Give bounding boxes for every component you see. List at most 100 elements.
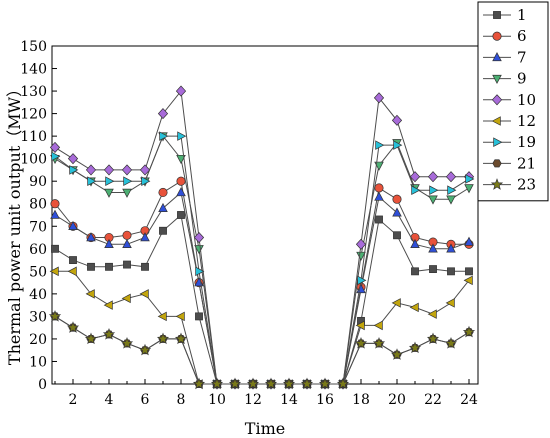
data-point-7 (392, 207, 402, 217)
data-point-6 (176, 176, 186, 186)
data-point-10 (85, 164, 97, 176)
data-point-7 (68, 220, 78, 230)
data-point-23 (354, 336, 368, 349)
data-point-23 (390, 348, 404, 360)
x-tick-label: 14 (280, 392, 298, 408)
y-tick-label: 0 (38, 377, 47, 393)
data-point-7 (446, 243, 456, 253)
y-tick-label: 150 (20, 39, 47, 55)
data-point-7 (104, 238, 114, 249)
data-point-12 (409, 302, 419, 313)
data-point-19 (393, 140, 403, 150)
data-point-7 (176, 187, 186, 197)
data-point-7 (86, 232, 96, 242)
legend-item-1: 1 (483, 6, 527, 24)
legend-item-10: 10 (483, 91, 536, 109)
series-line-21 (54, 315, 470, 385)
data-point-23 (192, 377, 206, 390)
legend-label: 7 (517, 48, 527, 66)
x-axis-title: Time (245, 419, 285, 438)
legend: 1 6 7 9 10 12 19 21 23 (477, 1, 549, 202)
series-line-6 (54, 180, 469, 385)
legend-marker (490, 178, 504, 190)
series-12 (49, 266, 473, 389)
data-point-23 (318, 377, 332, 390)
legend-item-23: 23 (483, 176, 536, 194)
data-point-10 (103, 164, 115, 176)
data-point-1 (375, 215, 383, 224)
series-1 (51, 211, 473, 388)
legend-item-9: 9 (483, 70, 527, 88)
series-line-23 (54, 315, 470, 385)
data-point-10 (355, 238, 367, 250)
data-point-6 (392, 194, 402, 204)
data-point-19 (105, 176, 115, 186)
data-point-6 (50, 199, 60, 209)
data-point-19 (123, 176, 133, 186)
data-point-10 (139, 164, 151, 176)
data-point-12 (427, 309, 437, 319)
x-tick-label: 16 (316, 392, 334, 408)
data-point-10 (373, 92, 385, 104)
legend-item-21: 21 (483, 154, 536, 172)
data-point-12 (121, 293, 131, 304)
x-tick-label: 20 (388, 392, 406, 408)
data-point-23 (264, 377, 278, 390)
series-layer (48, 85, 476, 390)
series-line-9 (54, 135, 470, 385)
series-line-12 (55, 270, 470, 385)
data-point-12 (391, 298, 401, 308)
series-line-10 (54, 89, 469, 385)
data-point-12 (355, 320, 365, 331)
data-point-12 (49, 266, 59, 277)
legend-marker (491, 94, 503, 106)
data-point-19 (465, 174, 475, 184)
legend-label: 6 (517, 27, 527, 45)
data-point-10 (121, 164, 133, 176)
series-line-1 (54, 214, 469, 385)
series-10 (49, 85, 475, 390)
data-point-23 (426, 332, 440, 345)
data-point-7 (410, 238, 420, 249)
data-point-7 (374, 191, 384, 201)
data-point-12 (445, 298, 455, 308)
data-point-7 (158, 202, 168, 212)
data-point-19 (87, 176, 97, 186)
y-tick-label: 50 (29, 264, 47, 280)
x-tick-label: 2 (69, 392, 78, 408)
data-point-12 (103, 300, 113, 310)
legend-label: 23 (517, 176, 536, 194)
y-tick-label: 130 (20, 84, 47, 100)
y-axis-title: Thermal power unit output（MW） (5, 81, 24, 365)
data-point-12 (67, 266, 77, 277)
data-point-6 (122, 230, 132, 240)
x-tick-label: 8 (177, 392, 186, 408)
legend-marker (492, 159, 502, 168)
series-6 (50, 176, 474, 389)
data-point-9 (176, 154, 186, 165)
data-point-23 (372, 336, 386, 349)
x-tick-label: 6 (141, 392, 150, 408)
y-tick-label: 30 (29, 309, 47, 325)
data-point-23 (336, 377, 350, 390)
data-point-10 (445, 171, 457, 183)
series-23 (48, 309, 476, 390)
data-point-7 (428, 243, 438, 253)
data-point-1 (87, 262, 95, 271)
y-tick-label: 80 (29, 197, 47, 213)
data-point-19 (447, 185, 457, 195)
x-tick-label: 22 (424, 392, 442, 408)
legend-marker (493, 137, 503, 147)
data-point-10 (175, 85, 187, 97)
legend-item-7: 7 (483, 48, 527, 66)
data-point-23 (84, 332, 98, 345)
data-point-23 (282, 377, 296, 390)
legend-label: 21 (517, 154, 536, 172)
data-point-23 (210, 377, 224, 390)
data-point-1 (105, 262, 113, 271)
x-tick-label: 12 (244, 392, 262, 408)
y-tick-label: 40 (29, 287, 47, 303)
data-point-9 (122, 188, 132, 198)
